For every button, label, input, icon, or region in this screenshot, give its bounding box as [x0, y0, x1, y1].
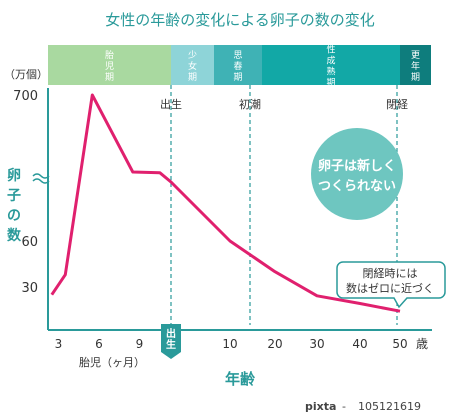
- x-tick-label: 9: [136, 337, 144, 351]
- event-label: 初潮: [239, 97, 261, 111]
- y-tick-labels: 700 60 30: [13, 89, 38, 296]
- stage-label: 少女期: [188, 50, 197, 83]
- stage-label: 更年期: [411, 50, 420, 83]
- fetal-axis-label: 胎児（ヶ月）: [79, 355, 145, 369]
- callout-box: [336, 261, 446, 309]
- stock-brand: pixta: [305, 400, 337, 413]
- x-tick-label: 30: [309, 337, 324, 351]
- stage-label: 性成熟期: [326, 44, 335, 89]
- x-tick-label: 20: [267, 337, 282, 351]
- event-label: 閉経: [386, 98, 408, 111]
- stage-band: [400, 45, 431, 85]
- y-unit-label: （万個）: [4, 68, 48, 81]
- x-tick-labels: 3 6 9 胎児（ヶ月） 出生 10 20 30 40 50 歳: [55, 324, 428, 369]
- stage-label: 胎児期: [105, 49, 114, 83]
- y-axis-title: 卵子の数: [7, 167, 22, 244]
- callout-circle-text: 卵子は新しくつくられない: [318, 158, 396, 194]
- birth-marker: [161, 324, 181, 359]
- y-axis-label: 卵子の数: [7, 167, 22, 244]
- egg-count-chart: 女性の年齢の変化による卵子の数の変化 胎児期 少女期 思春期 性成熟期 更年期 出生 初潮…: [4, 11, 446, 388]
- chart-title: 女性の年齢の変化による卵子の数の変化: [105, 11, 375, 29]
- stage-label: 思春期: [233, 50, 242, 83]
- callout-box-text: 閉経時には数はゼロに近づく: [346, 267, 434, 295]
- stage-band: [48, 45, 171, 85]
- stage-band: [214, 45, 262, 85]
- stock-credit: pixta - 105121619: [0, 398, 450, 416]
- x-tick-label: 50: [392, 337, 407, 351]
- life-stage-bands: 胎児期 少女期 思春期 性成熟期 更年期: [48, 44, 431, 89]
- stage-band: [171, 45, 214, 85]
- y-tick-label: 30: [21, 281, 38, 296]
- stage-band: [262, 45, 400, 85]
- birth-marker-label: 出生: [166, 327, 176, 351]
- stock-id: 105121619: [358, 400, 421, 413]
- x-tick-label: 40: [352, 337, 367, 351]
- axes: [32, 88, 432, 331]
- event-label: 出生: [160, 97, 182, 111]
- age-unit-label: 歳: [416, 337, 428, 351]
- callout-circle: [311, 128, 403, 220]
- egg-count-line: [50, 93, 401, 313]
- x-axis-label: 年齢: [225, 370, 256, 388]
- stock-separator: -: [342, 400, 346, 413]
- axis-break-mark: [32, 173, 50, 184]
- x-tick-label: 3: [55, 337, 63, 351]
- x-tick-label: 6: [95, 337, 103, 351]
- x-tick-label: 10: [222, 337, 237, 351]
- y-tick-label: 700: [13, 89, 38, 104]
- y-tick-label: 60: [21, 235, 38, 250]
